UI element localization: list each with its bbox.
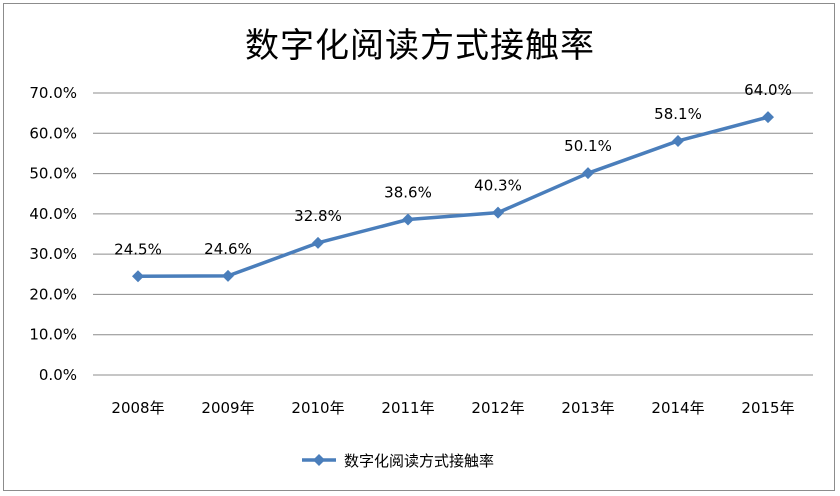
data-point-marker: [402, 213, 414, 226]
x-tick-label: 2014年: [651, 399, 704, 417]
x-tick-label: 2015年: [741, 399, 794, 417]
y-tick-label: 20.0%: [29, 285, 77, 303]
data-point-marker: [582, 167, 594, 180]
chart-title: 数字化阅读方式接触率: [245, 26, 595, 66]
data-label: 24.5%: [114, 240, 162, 258]
chart-frame: [3, 3, 835, 491]
x-tick-label: 2013年: [561, 399, 614, 417]
data-label: 38.6%: [384, 183, 432, 201]
y-tick-label: 10.0%: [29, 326, 77, 344]
y-tick-label: 30.0%: [29, 245, 77, 263]
data-label: 64.0%: [744, 81, 792, 99]
y-tick-label: 0.0%: [39, 366, 77, 384]
x-tick-label: 2012年: [471, 399, 524, 417]
data-point-marker: [132, 270, 144, 283]
data-label: 40.3%: [474, 177, 522, 195]
data-label: 32.8%: [294, 207, 342, 225]
x-tick-label: 2008年: [111, 399, 164, 417]
legend-label: 数字化阅读方式接触率: [344, 452, 494, 470]
y-tick-label: 50.0%: [29, 165, 77, 183]
y-tick-label: 60.0%: [29, 124, 77, 142]
y-tick-label: 70.0%: [29, 84, 77, 102]
data-label: 50.1%: [564, 137, 612, 155]
data-point-marker: [222, 269, 234, 282]
data-label: 24.6%: [204, 240, 252, 258]
y-tick-label: 40.0%: [29, 205, 77, 223]
x-tick-label: 2010年: [291, 399, 344, 417]
x-tick-label: 2011年: [381, 399, 434, 417]
series-line: [137, 115, 769, 279]
data-point-marker: [492, 206, 504, 219]
x-tick-label: 2009年: [201, 399, 254, 417]
data-point-marker: [762, 111, 774, 124]
data-point-marker: [312, 236, 324, 249]
data-point-marker: [672, 134, 684, 147]
legend-marker: [313, 454, 325, 466]
data-label: 58.1%: [654, 105, 702, 123]
